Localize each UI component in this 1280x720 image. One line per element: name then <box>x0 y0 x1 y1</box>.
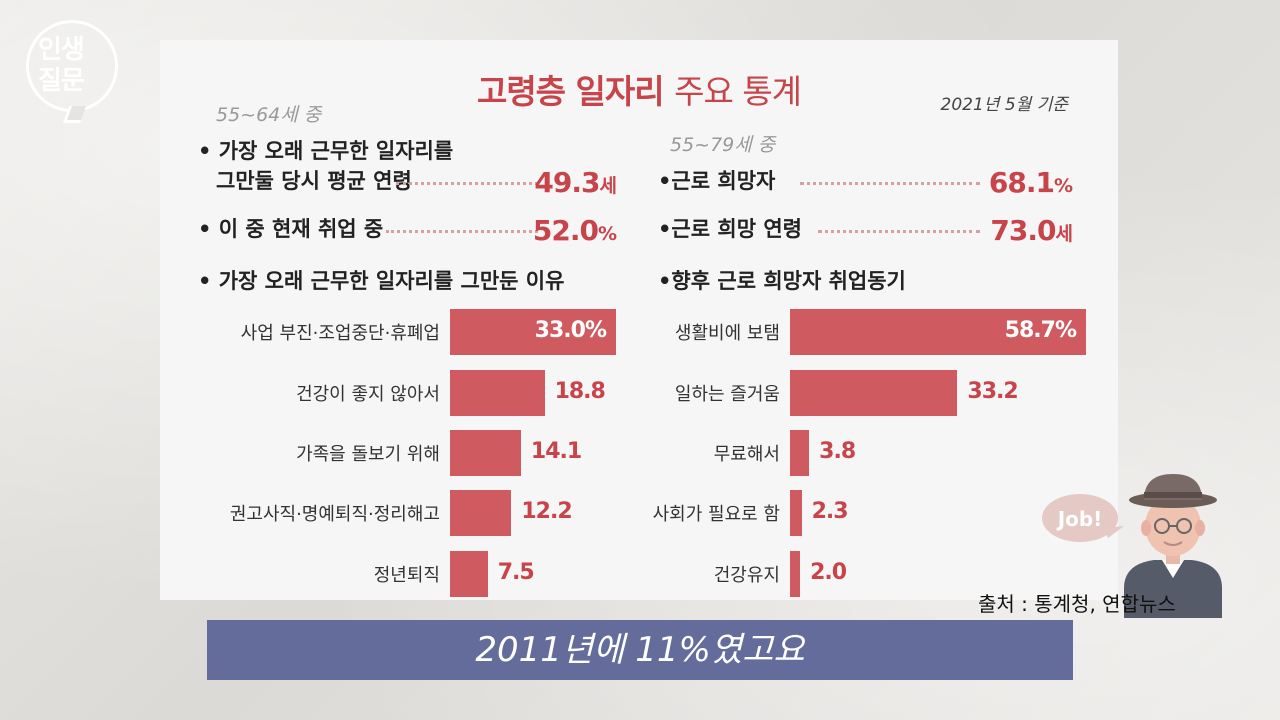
right-bar <box>790 309 1086 355</box>
channel-logo: 인생 질문 <box>26 20 122 123</box>
left-bar <box>450 430 521 476</box>
left-bar <box>450 551 488 597</box>
left-stat1-number: 49.3 <box>534 166 600 199</box>
left-stat2-label: • 이 중 현재 취업 중 <box>198 217 384 241</box>
left-bar-value: 12.2 <box>521 499 572 524</box>
right-stat1-number: 68.1 <box>988 166 1055 199</box>
right-bar <box>790 370 958 416</box>
left-bar-label: 사업 부진·조업중단·휴폐업 <box>240 323 440 344</box>
left-stat1-value: 49.3세 <box>530 166 618 199</box>
left-stat1-leader-dots <box>396 182 538 185</box>
speech-bubble: Job! <box>1042 494 1124 542</box>
left-subtitle: 55~64세 중 <box>216 104 322 126</box>
left-stat2-leader-dots <box>386 230 538 233</box>
left-bar-label: 건강이 좋지 않아서 <box>296 384 440 405</box>
left-bar-value: 7.5 <box>497 560 535 585</box>
infographic-title: 고령층 일자리 주요 통계 <box>160 65 1118 113</box>
left-stat1-label-line2: 그만둘 당시 평균 연령 <box>216 169 412 193</box>
right-bar-value: 2.3 <box>811 499 849 524</box>
left-stat1-label-line1: • 가장 오래 근무한 일자리를 <box>198 139 454 163</box>
right-bar-label: 사회가 필요로 함 <box>652 504 780 525</box>
right-stat2-value: 73.0세 <box>980 214 1074 247</box>
left-bar-label: 가족을 돌보기 위해 <box>296 444 440 465</box>
right-bar-value: 2.0 <box>810 560 847 585</box>
speech-bubble-text: Job! <box>1056 507 1103 531</box>
left-stat2-value: 52.0% <box>530 214 617 247</box>
elderly-man-illustration: Job! <box>1042 474 1222 618</box>
right-stat1-value: 68.1% <box>980 166 1073 199</box>
right-subtitle: 55~79세 중 <box>670 134 776 156</box>
right-bar <box>790 430 810 476</box>
left-bar-label: 정년퇴직 <box>373 565 440 586</box>
man-figure <box>1124 474 1222 618</box>
left-bar <box>450 490 512 536</box>
left-bar-label: 권고사직·명예퇴직·정리해고 <box>229 504 440 525</box>
right-bar-label: 생활비에 보탬 <box>674 323 780 344</box>
right-stat2-number: 73.0 <box>990 214 1056 247</box>
source-credit: 출처 : 통계청, 연합뉴스 <box>978 592 1176 616</box>
subtitle-caption-box: 2011년에 11%였고요 <box>207 620 1073 680</box>
left-bar-value: 14.1 <box>530 439 582 464</box>
right-bar-value: 3.8 <box>819 439 856 464</box>
right-stat1-unit: % <box>1053 175 1073 197</box>
left-bar <box>450 309 616 355</box>
right-bar-value: 58.7% <box>1004 318 1077 343</box>
right-stat2-unit: 세 <box>1055 223 1074 245</box>
subtitle-caption-text: 2011년에 11%였고요 <box>475 630 805 670</box>
left-bar-value: 18.8 <box>554 379 606 404</box>
right-stat2-leader-dots <box>818 230 980 233</box>
left-section-heading: • 가장 오래 근무한 일자리를 그만둔 이유 <box>198 269 565 293</box>
right-bar-label: 건강유지 <box>713 565 780 586</box>
reference-date: 2021년 5월 기준 <box>940 95 1068 115</box>
left-stat2-unit: % <box>597 223 617 245</box>
right-stat1-leader-dots <box>800 182 980 185</box>
right-bar <box>790 490 802 536</box>
infographic-panel: 고령층 일자리 주요 통계 2021년 5월 기준 55~64세 중 • 가장 … <box>160 40 1222 618</box>
right-bar-label: 무료해서 <box>713 444 780 465</box>
right-bar-value: 33.2 <box>967 379 1018 404</box>
right-bar-label: 일하는 즐거움 <box>674 384 780 405</box>
logo-text-line1: 인생 <box>38 35 85 65</box>
left-stat2-number: 52.0 <box>532 214 599 247</box>
right-bar <box>790 551 801 597</box>
title-light: 주요 통계 <box>674 72 802 111</box>
left-bar <box>450 370 545 416</box>
left-bar-value: 33.0% <box>534 318 607 343</box>
title-bold: 고령층 일자리 <box>476 72 665 111</box>
right-stat2-label: •근로 희망 연령 <box>658 217 802 241</box>
logo-text-line2: 질문 <box>38 66 85 96</box>
left-stat1-unit: 세 <box>599 175 618 197</box>
right-section-heading: •향후 근로 희망자 취업동기 <box>658 269 906 293</box>
right-stat1-label: •근로 희망자 <box>658 169 776 193</box>
